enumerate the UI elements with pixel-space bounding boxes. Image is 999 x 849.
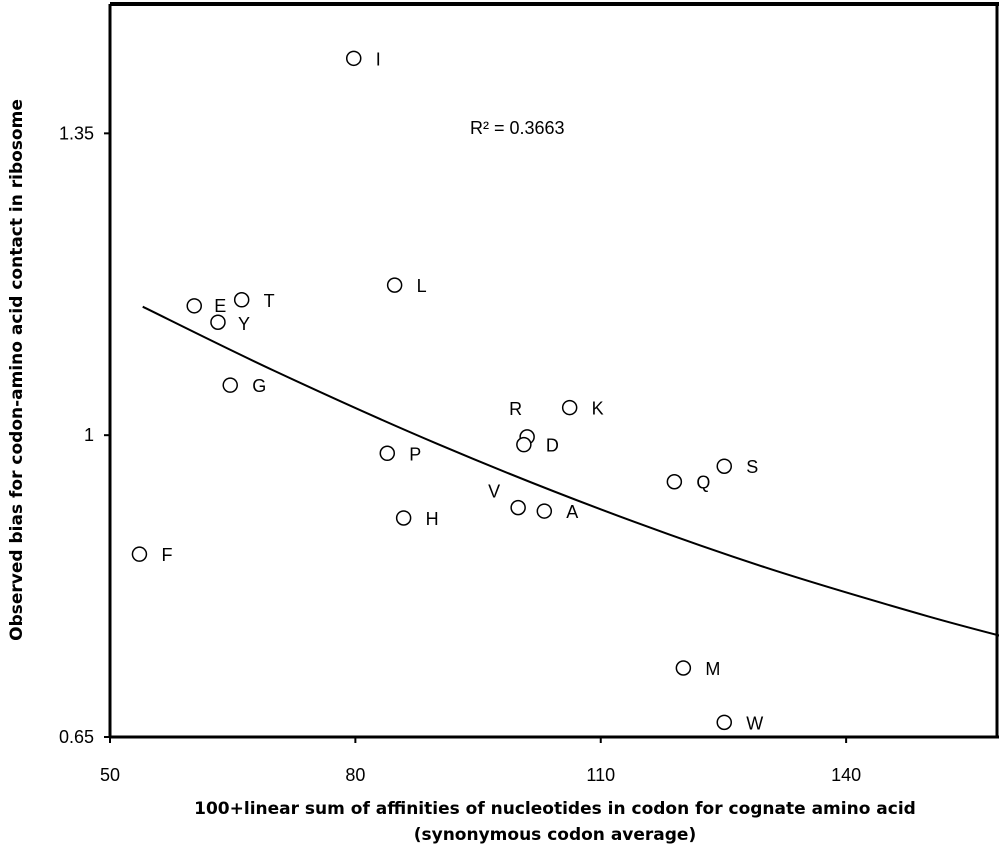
data-point-F — [131, 546, 148, 562]
data-point-K — [561, 399, 578, 416]
data-point-label-S: S — [746, 457, 758, 477]
x-tick-label: 50 — [100, 765, 120, 785]
data-point-label-F: F — [161, 545, 172, 565]
x-tick-label: 140 — [831, 765, 861, 785]
data-points: ILTEYGKRDPSQVAHFNMW — [131, 49, 763, 733]
data-point-A — [536, 503, 553, 519]
data-point-label-M: M — [705, 659, 720, 679]
data-point-label-G: G — [252, 376, 266, 396]
data-point-label-D: D — [546, 436, 559, 456]
data-point-label-Y: Y — [238, 314, 250, 334]
data-point-label-P: P — [409, 444, 421, 464]
data-point-T — [233, 292, 250, 308]
trendline — [142, 305, 999, 637]
y-tick-label: 1.35 — [59, 123, 94, 143]
data-point-label-I: I — [376, 49, 381, 69]
data-point-W — [716, 714, 733, 731]
x-axis-ticks: 50 80 110 140 — [100, 737, 861, 785]
data-point-I — [345, 50, 362, 67]
data-point-label-A: A — [566, 502, 578, 522]
data-point-label-K: K — [592, 399, 604, 419]
y-tick-label: 0.65 — [59, 727, 94, 747]
data-point-Q — [666, 473, 683, 490]
y-tick-label: 1 — [84, 425, 94, 445]
data-point-label-T: T — [264, 291, 275, 311]
y-axis-title: Observed bias for codon-amino acid conta… — [7, 99, 27, 641]
x-axis-title-line-2: (synonymous codon average) — [414, 825, 697, 845]
data-point-V — [510, 499, 526, 516]
data-point-H — [395, 510, 412, 526]
data-point-label-L: L — [417, 276, 427, 296]
data-point-label-H: H — [426, 509, 439, 529]
data-point-L — [386, 277, 403, 293]
data-point-S — [716, 458, 733, 474]
data-point-G — [222, 377, 238, 393]
plot-area — [110, 4, 999, 737]
x-tick-label: 110 — [586, 765, 615, 785]
r-squared-annotation: R² = 0.3663 — [470, 118, 565, 138]
data-point-M — [675, 660, 692, 676]
data-point-label-E: E — [214, 296, 226, 316]
data-point-D — [516, 436, 532, 453]
data-point-P — [379, 445, 396, 462]
data-point-label-Q: Q — [696, 473, 710, 493]
data-point-E — [186, 298, 202, 314]
x-axis-title-line-1: 100+linear sum of affinities of nucleoti… — [194, 799, 916, 819]
data-point-Y — [210, 314, 226, 330]
data-point-label-V: V — [488, 482, 500, 502]
x-tick-label: 80 — [345, 765, 365, 785]
y-axis-ticks: 0.65 1 1.35 — [59, 123, 110, 747]
data-point-label-R: R — [509, 399, 522, 419]
data-point-label-W: W — [746, 713, 763, 733]
